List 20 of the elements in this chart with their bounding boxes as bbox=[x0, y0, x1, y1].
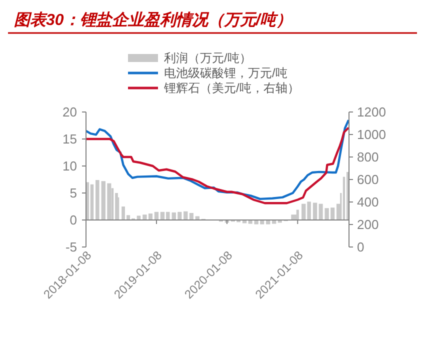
y2-tick-label: 800 bbox=[357, 150, 379, 165]
bar bbox=[90, 184, 94, 220]
y2-tick-label: 400 bbox=[357, 194, 379, 210]
y-tick-label: -5 bbox=[65, 240, 77, 255]
y2-tick-label: 600 bbox=[357, 172, 379, 188]
chart-title: 图表30：锂盐企业盈利情况（万元/吨） bbox=[14, 11, 292, 29]
bar bbox=[312, 202, 318, 220]
bar bbox=[189, 212, 194, 220]
y2-tick-label: 1200 bbox=[357, 104, 386, 120]
y-tick-label: 10 bbox=[62, 158, 77, 174]
y2-tick-label: 1000 bbox=[357, 127, 386, 142]
y-tick-label: 15 bbox=[62, 132, 77, 147]
y-tick-label: 5 bbox=[70, 186, 77, 201]
y-tick-label: 0 bbox=[70, 212, 77, 228]
y-tick-label: 20 bbox=[62, 104, 77, 120]
y2-tick-label: 0 bbox=[357, 240, 364, 255]
legend-label: 利润（万元/吨） bbox=[164, 51, 252, 66]
y2-tick-label: 200 bbox=[357, 217, 379, 232]
legend-label: 电池级碳酸锂，万元/吨 bbox=[164, 66, 288, 80]
legend-label: 锂辉石（美元/吨，右轴） bbox=[163, 81, 300, 96]
